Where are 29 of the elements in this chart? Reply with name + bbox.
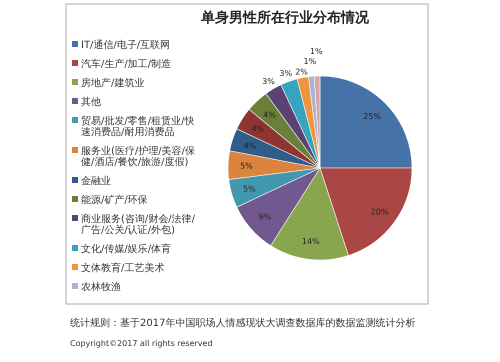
legend-label: 金融业 [81, 175, 111, 187]
data-label: 25% [363, 112, 382, 121]
legend-label: IT/通信/电子/互联网 [81, 39, 170, 51]
chart-title: 单身男性所在行业分布情况 [200, 10, 370, 26]
legend-label: 文化/传媒/娱乐/体育 [81, 243, 172, 255]
legend-label: 服务业(医疗/护理/美容/保健/酒店/餐饮/旅游/度假) [81, 145, 196, 168]
legend-label: 商业服务(咨询/财会/法律/广告/公关/认证/外包) [81, 213, 196, 236]
data-label: 14% [302, 237, 320, 246]
data-label: 1% [310, 47, 324, 56]
data-label: 3% [279, 68, 292, 78]
legend-label: 贸易/批发/零售/租赁业/快速消费品/耐用消费品 [81, 115, 194, 138]
legend-label: 其他 [81, 96, 101, 108]
data-label: 5% [240, 162, 254, 171]
data-label: 1% [304, 56, 317, 66]
data-label: 4% [263, 110, 276, 120]
data-label: 4% [244, 141, 257, 150]
legend-label: 文体教育/工艺美术 [81, 262, 164, 274]
text: 统计规则：基于2017年中国职场人情感现状大调查数据库的数据监测统计分析 [70, 317, 416, 329]
data-label: 2% [295, 67, 308, 76]
data-label: 5% [242, 184, 256, 194]
data-label: 3% [262, 76, 276, 86]
legend-label: 汽车/生产/加工/制造 [81, 58, 172, 70]
data-label: 9% [258, 212, 272, 222]
text: Copyright©2017 all rights reserved [70, 339, 213, 348]
legend-label: 房地产/建筑业 [81, 77, 144, 89]
data-label: 4% [252, 124, 265, 134]
legend-label: 能源/矿产/环保 [81, 194, 148, 206]
data-label: 20% [370, 207, 389, 216]
legend-label: 农林牧渔 [81, 281, 121, 293]
